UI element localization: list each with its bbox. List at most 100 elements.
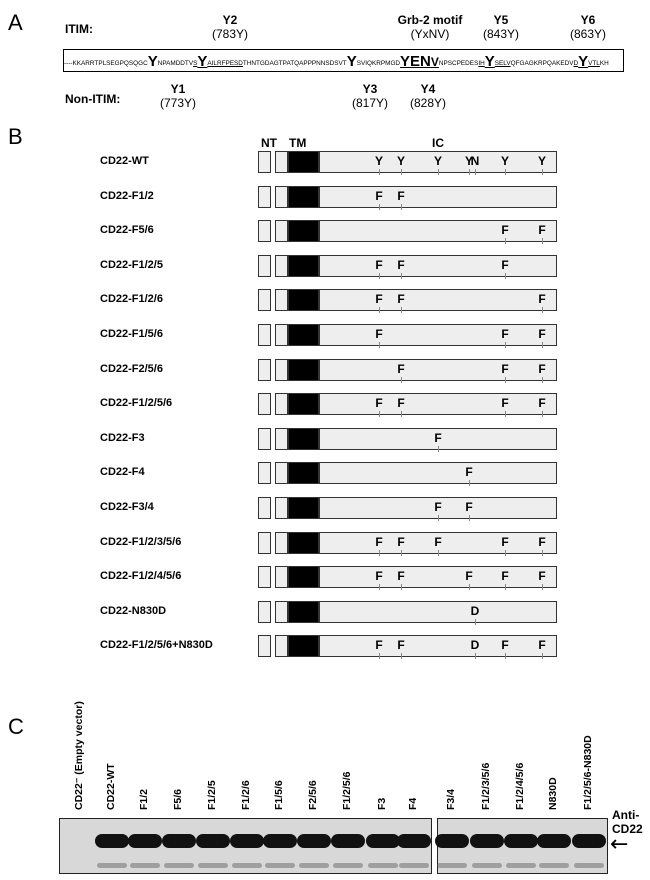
residue-tick — [469, 515, 470, 521]
domain-tm-label: TM — [289, 136, 307, 150]
tm-domain — [288, 635, 319, 658]
lane-label: F1/2/3/5/6 — [480, 762, 492, 810]
nt-domain — [258, 324, 271, 346]
residue-mark: F — [538, 327, 546, 341]
tm-domain — [288, 358, 319, 381]
extracellular-domain — [275, 289, 288, 312]
itim-label: ITIM: — [65, 22, 93, 36]
residue-tick — [505, 584, 506, 591]
construct-label: CD22-F1/5/6 — [100, 328, 163, 340]
faint-band — [333, 863, 363, 868]
residue-tick — [505, 238, 506, 245]
protein-band — [95, 834, 129, 848]
tyrosine-y3-name: Y3 — [362, 82, 378, 96]
faint-band — [130, 863, 160, 868]
residue-tick — [542, 376, 543, 383]
seq-part: SVIQKRPMGD — [356, 60, 401, 67]
seq-en: EN — [410, 53, 431, 70]
residue-tick — [505, 342, 506, 348]
tyrosine-y4-pos: (828Y) — [409, 96, 447, 110]
nt-domain — [258, 289, 271, 312]
protein-band — [470, 834, 504, 848]
residue-tick — [505, 169, 506, 175]
tyrosine-y6-label: Y6 (863Y) — [558, 13, 618, 41]
residue-tick — [379, 272, 380, 279]
grb2-sub: (YxNV) — [410, 27, 450, 41]
protein-band — [537, 834, 571, 848]
residue-mark: F — [538, 223, 546, 238]
non-itim-label: Non-ITIM: — [65, 92, 121, 106]
residue-mark: F — [397, 534, 405, 549]
lane-label: F5/6 — [172, 788, 184, 810]
residue-tick — [379, 411, 380, 418]
tyrosine-y2-label: Y2 (783Y) — [200, 13, 260, 41]
tm-domain — [288, 427, 319, 450]
lane-label: F1/5/6 — [273, 780, 285, 810]
ic-domain — [319, 220, 557, 243]
protein-band — [331, 834, 365, 848]
protein-band — [572, 834, 606, 848]
nt-domain — [258, 220, 271, 243]
nt-domain — [258, 600, 271, 623]
protein-band — [397, 834, 431, 848]
nt-domain — [258, 151, 271, 173]
residue-tick — [401, 272, 402, 279]
residue-tick — [505, 549, 506, 556]
nt-domain — [258, 531, 271, 554]
residue-tick — [401, 584, 402, 591]
seq-part: KH — [599, 60, 609, 67]
extracellular-domain — [275, 220, 288, 243]
residue-mark: F — [375, 569, 383, 584]
nt-domain — [258, 566, 271, 589]
nt-domain — [258, 427, 271, 450]
nt-domain — [258, 358, 271, 381]
residue-mark: F — [397, 257, 405, 272]
residue-tick — [401, 307, 402, 314]
residue-mark: F — [501, 569, 509, 584]
tyrosine-y1-name: Y1 — [170, 82, 186, 96]
protein-band — [435, 834, 469, 848]
protein-band — [128, 834, 162, 848]
domain-nt-label: NT — [261, 136, 277, 150]
residue-mark: D — [470, 603, 480, 618]
nt-domain — [258, 393, 271, 416]
residue-mark: F — [501, 257, 509, 272]
residue-mark: F — [538, 638, 546, 653]
protein-band — [196, 834, 230, 848]
ic-domain — [319, 254, 557, 277]
residue-tick — [379, 584, 380, 591]
seq-part: S — [193, 60, 198, 67]
residue-tick — [475, 653, 476, 660]
tm-domain — [288, 289, 319, 312]
construct-label: CD22-F4 — [100, 466, 145, 479]
construct-label: CD22-WT — [100, 155, 149, 167]
construct-label: CD22-F1/2/4/5/6 — [100, 570, 182, 583]
sequence-box: ----KKARRTPLSEGPQSQGCYNPAMDDTVSYAILRFPES… — [63, 49, 624, 72]
residue-mark: F — [538, 534, 546, 549]
nt-domain — [258, 462, 271, 485]
construct-label: CD22-F3/4 — [100, 501, 154, 513]
residue-tick — [401, 653, 402, 660]
residue-mark: N — [470, 154, 480, 168]
ic-domain — [319, 635, 557, 658]
extracellular-domain — [275, 566, 288, 589]
residue-mark: F — [434, 430, 442, 445]
panel-letter-b: B — [8, 124, 23, 149]
lane-label: F1/2/6 — [240, 780, 252, 810]
faint-band — [472, 863, 502, 868]
residue-mark: F — [465, 569, 473, 584]
construct-label: CD22-F1/2/6 — [100, 293, 163, 306]
construct-label: CD22-F1/2/5 — [100, 258, 163, 271]
residue-tick — [505, 653, 506, 660]
residue-mark: F — [465, 500, 473, 514]
ic-domain — [319, 185, 557, 208]
ic-domain — [319, 566, 557, 589]
lane-label: F1/2/4/5/6 — [514, 762, 526, 810]
residue-mark: F — [375, 327, 383, 341]
residue-tick — [379, 307, 380, 314]
residue-mark: Y — [396, 154, 405, 168]
tm-domain — [288, 393, 319, 416]
construct-label: CD22-F1/2/5/6 — [100, 397, 173, 410]
residue-tick — [505, 376, 506, 383]
tyrosine-y4-label: Y4 (828Y) — [398, 82, 458, 110]
